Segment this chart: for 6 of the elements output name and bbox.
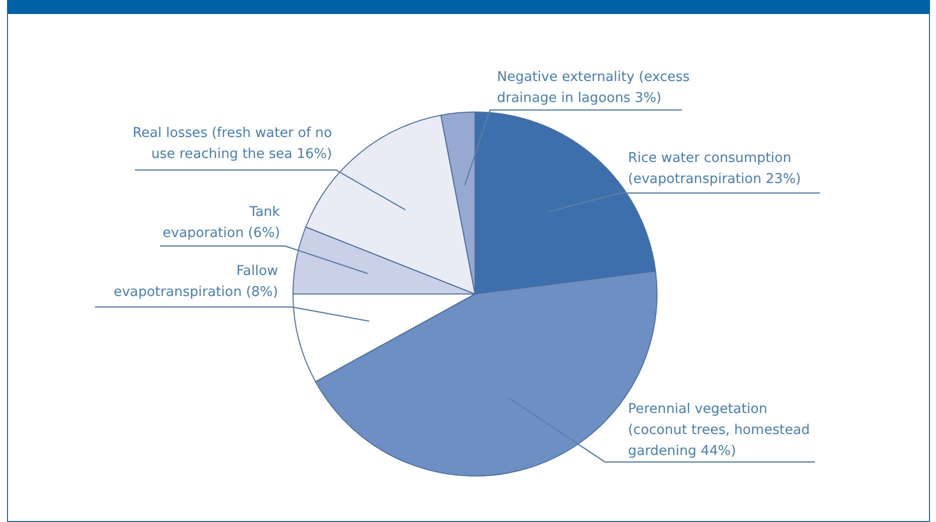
slice-label: Real losses (fresh water of no use reaching the sea 16%) [132,125,332,162]
slice-label: Rice water consumption (evapotranspiration 23%) [628,150,801,187]
slice-label: Negative externality (excess drainage in lagoons 3%) [497,69,690,106]
slice-label: Perennial vegetation (coconut trees, homestead gardening 44%) [628,401,810,459]
slice-label: Fallow evapotranspiration (8%) [114,263,278,300]
slice-label: Tank evaporation (6%) [162,204,280,241]
